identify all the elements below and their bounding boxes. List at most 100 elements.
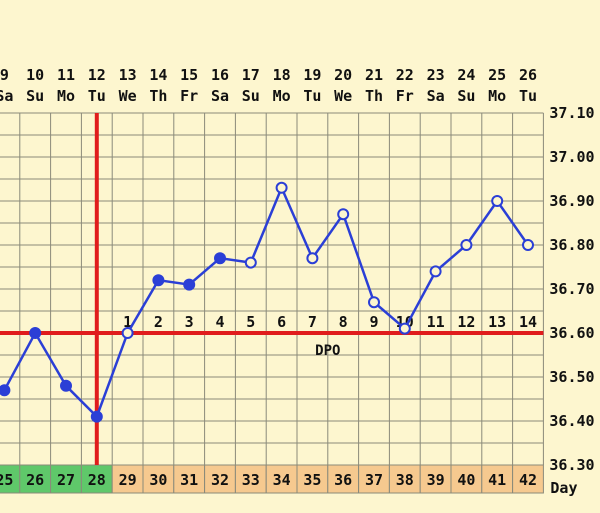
temperature-point [491, 195, 504, 207]
weekday-label: Mo [488, 87, 506, 105]
y-tick-label: 36.50 [549, 368, 594, 386]
date-label: 17 [242, 66, 260, 84]
y-tick-label: 36.80 [549, 236, 594, 254]
weekday-label: We [119, 87, 137, 105]
cycle-day-label: 39 [427, 471, 445, 489]
weekday-label: Tu [88, 87, 106, 105]
cycle-day-label: 34 [273, 471, 291, 489]
date-label: 15 [180, 66, 198, 84]
dpo-label: 8 [339, 313, 348, 331]
temperature-point [337, 208, 350, 221]
cycle-day-cell [512, 464, 544, 494]
date-labels: 9 Sa 10 Su 11 Mo 12 Tu 13 We 14 Th 15 Fr 16 Sa 17 Su 18 Mo 1… [0, 66, 537, 105]
dpo-label: 12 [457, 313, 475, 331]
temperature-point [368, 296, 380, 309]
temperature-point [244, 256, 257, 269]
y-tick-label: 36.70 [549, 280, 594, 298]
cycle-day-cell [142, 464, 175, 494]
temperature-point [429, 265, 442, 278]
weekday-label: Su [26, 87, 44, 105]
temperature-series [0, 181, 534, 423]
cycle-day-cell [481, 464, 514, 494]
y-tick-label: 37.00 [549, 148, 594, 166]
cycle-day-row: 25 26 27 28 29 30 31 32 33 34 35 36 37 38 39 40 41 42 Day [0, 464, 577, 497]
cycle-day-cell [50, 464, 82, 494]
date-label: 9 [0, 66, 9, 84]
dpo-label: 11 [427, 313, 445, 331]
date-label: 20 [334, 66, 352, 84]
temperature-point [398, 322, 411, 335]
weekday-label: Su [457, 87, 475, 105]
cycle-day-label: 27 [57, 471, 75, 489]
weekday-label: We [334, 87, 352, 105]
cycle-day-label: 42 [519, 471, 537, 489]
temperature-point [214, 252, 226, 265]
cycle-day-cell [265, 464, 298, 494]
weekday-label: Tu [303, 87, 321, 105]
date-label: 14 [149, 66, 167, 84]
cycle-day-label: 32 [211, 471, 229, 489]
temperature-point [152, 274, 165, 287]
date-label: 19 [303, 66, 321, 84]
weekday-label: Sa [0, 87, 13, 105]
weekday-label: Sa [211, 87, 229, 105]
cycle-day-cell [111, 464, 144, 494]
date-label: 11 [57, 66, 75, 84]
cycle-day-label: 30 [149, 471, 167, 489]
temperature-point [183, 278, 196, 291]
temperature-point [60, 379, 72, 392]
cycle-day-label: 25 [0, 471, 13, 489]
weekday-label: Mo [273, 87, 291, 105]
temperature-point [275, 181, 288, 194]
y-tick-label: 37.10 [549, 104, 594, 122]
date-label: 24 [457, 66, 475, 84]
y-tick-label: 36.60 [549, 324, 594, 342]
cycle-day-cell [19, 464, 52, 494]
cycle-day-label: 35 [303, 471, 321, 489]
temperature-point [29, 327, 42, 339]
cycle-day-label: 37 [365, 471, 383, 489]
cycle-day-label: 26 [26, 471, 44, 489]
weekday-label: Su [242, 87, 260, 105]
weekday-label: Fr [180, 87, 198, 105]
cycle-day-label: 38 [396, 471, 414, 489]
dpo-label: 13 [488, 313, 506, 331]
cycle-day-label: 33 [242, 471, 260, 489]
weekday-label: Th [149, 87, 167, 105]
dpo-label: 6 [277, 313, 286, 331]
dpo-label: 3 [185, 313, 194, 331]
temperature-point [121, 327, 134, 339]
dpo-label: 4 [215, 313, 224, 331]
cycle-day-cell [296, 464, 329, 494]
date-label: 26 [519, 66, 537, 84]
dpo-label: 9 [369, 313, 378, 331]
dpo-title: DPO [315, 343, 340, 359]
cycle-day-label: 40 [457, 471, 475, 489]
date-label: 18 [273, 66, 291, 84]
weekday-label: Mo [57, 87, 75, 105]
date-label: 25 [488, 66, 506, 84]
temperature-point [0, 384, 11, 397]
cycle-day-label: 36 [334, 471, 352, 489]
temperature-point [460, 239, 473, 251]
cycle-day-cell [173, 464, 206, 494]
temperature-point [522, 239, 534, 251]
cycle-day-label: 31 [180, 471, 198, 489]
temperature-line [3, 184, 530, 419]
date-label: 10 [26, 66, 44, 84]
temperature-point [90, 410, 103, 423]
cycle-day-cell [450, 464, 483, 494]
date-label: 12 [88, 66, 106, 84]
date-label: 16 [211, 66, 229, 84]
y-tick-label: 36.40 [549, 412, 594, 430]
date-label: 22 [396, 66, 414, 84]
reference-lines [0, 113, 544, 465]
date-label: 21 [365, 66, 383, 84]
dpo-label: 7 [308, 313, 317, 331]
cycle-day-label: 29 [119, 471, 137, 489]
dpo-label: 2 [154, 313, 163, 331]
date-label: 13 [119, 66, 137, 84]
